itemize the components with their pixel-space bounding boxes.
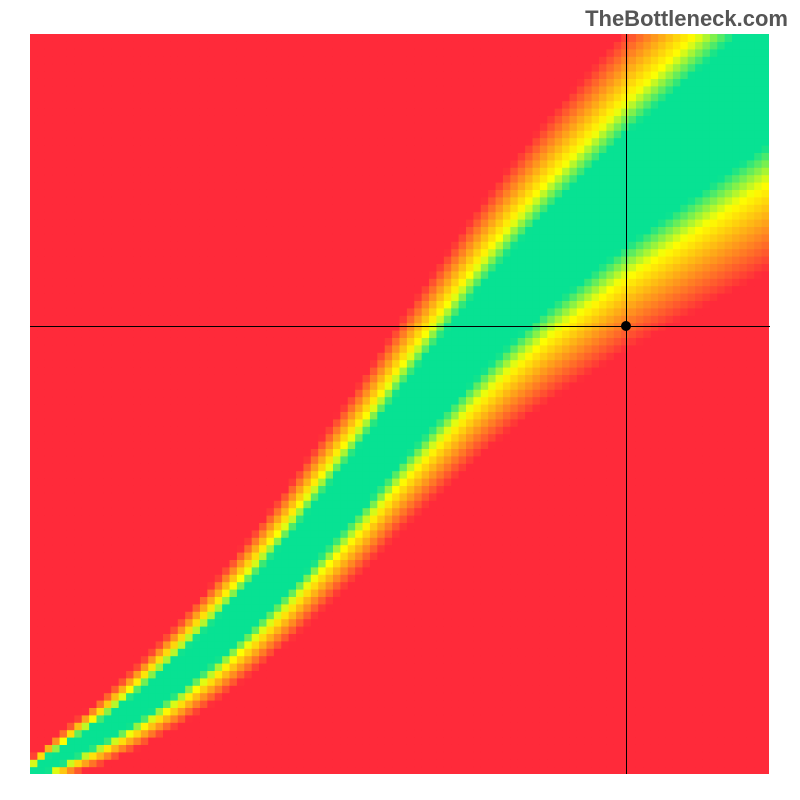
- marker-point: [621, 321, 631, 331]
- crosshair-vertical: [626, 34, 627, 774]
- heatmap-svg: [30, 34, 769, 774]
- watermark-text: TheBottleneck.com: [585, 6, 788, 32]
- heatmap-area: [30, 34, 770, 774]
- plot-container: [30, 34, 770, 774]
- crosshair-horizontal: [30, 326, 770, 327]
